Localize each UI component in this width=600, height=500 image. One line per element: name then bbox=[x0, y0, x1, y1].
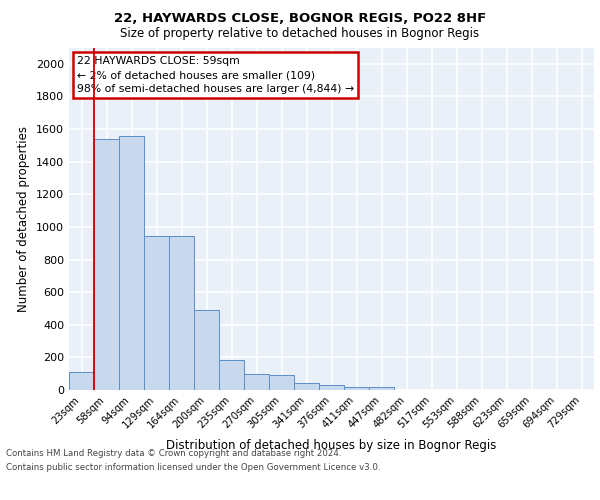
Bar bbox=[144, 236, 169, 390]
Bar bbox=[294, 384, 319, 390]
X-axis label: Distribution of detached houses by size in Bognor Regis: Distribution of detached houses by size … bbox=[166, 439, 497, 452]
Text: Size of property relative to detached houses in Bognor Regis: Size of property relative to detached ho… bbox=[121, 28, 479, 40]
Bar bbox=[319, 385, 344, 390]
Bar bbox=[69, 372, 94, 390]
Bar bbox=[169, 236, 194, 390]
Bar bbox=[244, 374, 269, 390]
Bar bbox=[369, 386, 394, 390]
Bar bbox=[94, 139, 119, 390]
Bar bbox=[269, 374, 294, 390]
Text: Contains public sector information licensed under the Open Government Licence v3: Contains public sector information licen… bbox=[6, 464, 380, 472]
Bar bbox=[119, 136, 144, 390]
Y-axis label: Number of detached properties: Number of detached properties bbox=[17, 126, 31, 312]
Text: Contains HM Land Registry data © Crown copyright and database right 2024.: Contains HM Land Registry data © Crown c… bbox=[6, 448, 341, 458]
Text: 22, HAYWARDS CLOSE, BOGNOR REGIS, PO22 8HF: 22, HAYWARDS CLOSE, BOGNOR REGIS, PO22 8… bbox=[114, 12, 486, 26]
Bar bbox=[194, 310, 219, 390]
Bar bbox=[344, 386, 369, 390]
Bar bbox=[219, 360, 244, 390]
Text: 22 HAYWARDS CLOSE: 59sqm
← 2% of detached houses are smaller (109)
98% of semi-d: 22 HAYWARDS CLOSE: 59sqm ← 2% of detache… bbox=[77, 56, 354, 94]
